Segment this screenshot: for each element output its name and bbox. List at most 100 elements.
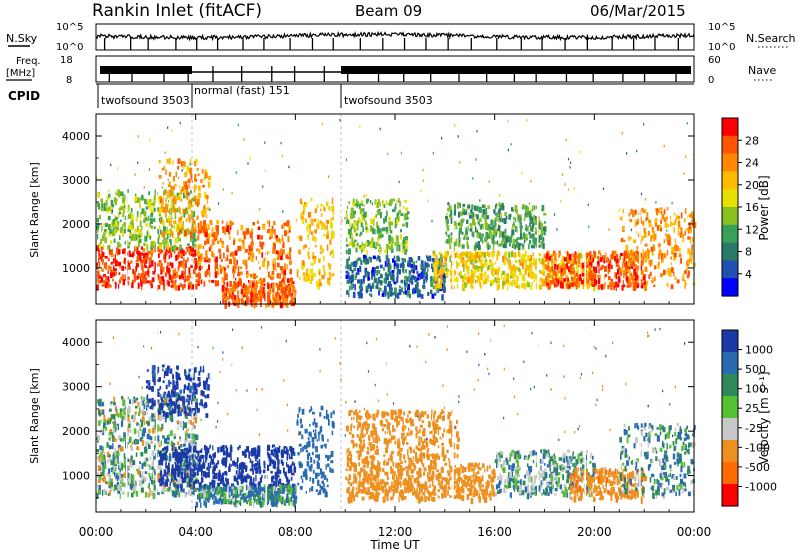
range-cell xyxy=(482,214,486,218)
range-cell xyxy=(207,223,209,230)
range-cell xyxy=(174,195,176,199)
range-cell xyxy=(245,264,248,270)
range-cell xyxy=(376,202,380,209)
range-cell xyxy=(239,280,242,286)
range-cell xyxy=(286,456,288,460)
range-cell xyxy=(531,282,533,285)
range-cell xyxy=(450,271,454,278)
range-cell xyxy=(437,275,441,279)
range-cell xyxy=(462,251,465,255)
range-cell xyxy=(667,224,670,227)
range-cell xyxy=(170,239,172,246)
range-cell xyxy=(187,407,190,411)
range-cell xyxy=(139,461,142,465)
range-cell xyxy=(281,238,284,242)
range-cell xyxy=(445,219,448,223)
range-cell xyxy=(372,241,376,248)
range-cell xyxy=(108,189,110,192)
range-cell xyxy=(98,249,100,256)
range-cell xyxy=(502,284,504,290)
range-cell xyxy=(691,259,693,265)
range-cell xyxy=(507,251,510,257)
range-cell xyxy=(621,237,623,242)
range-cell xyxy=(162,202,164,205)
range-cell xyxy=(383,287,387,292)
range-cell xyxy=(591,273,595,280)
range-cell xyxy=(118,212,120,219)
range-cell xyxy=(193,187,196,193)
range-cell xyxy=(529,263,533,268)
range-cell xyxy=(96,225,100,231)
range-cell xyxy=(286,278,290,283)
range-cell xyxy=(163,374,166,379)
range-cell xyxy=(126,479,129,483)
range-cell xyxy=(410,268,413,273)
range-cell xyxy=(242,451,246,456)
range-cell xyxy=(317,218,319,224)
range-cell xyxy=(191,177,193,181)
range-cell xyxy=(643,281,647,285)
range-cell xyxy=(192,211,196,217)
power-ylabel: Slant Range [km] xyxy=(28,162,41,258)
range-cell xyxy=(437,271,439,278)
range-cell xyxy=(587,203,589,206)
range-cell xyxy=(648,219,652,223)
range-cell xyxy=(143,210,147,217)
range-cell xyxy=(530,209,532,214)
range-cell xyxy=(378,246,381,249)
range-cell xyxy=(612,255,615,259)
range-cell xyxy=(114,459,118,465)
range-cell xyxy=(197,407,200,413)
range-cell xyxy=(165,211,167,218)
range-cell xyxy=(198,185,201,192)
range-cell xyxy=(256,296,259,302)
range-cell xyxy=(148,383,151,387)
range-cell xyxy=(115,408,119,412)
range-cell xyxy=(411,274,415,280)
range-cell xyxy=(604,274,607,277)
range-cell xyxy=(360,222,363,228)
range-cell xyxy=(545,275,547,282)
range-cell xyxy=(629,218,633,223)
range-cell xyxy=(427,268,429,272)
range-cell xyxy=(237,474,241,480)
range-cell xyxy=(197,450,200,458)
range-cell xyxy=(181,477,185,484)
range-cell xyxy=(242,244,245,250)
range-cell xyxy=(238,475,242,479)
range-cell xyxy=(204,240,207,246)
range-cell xyxy=(145,252,149,258)
range-cell xyxy=(345,213,348,219)
range-cell xyxy=(157,475,160,482)
range-cell xyxy=(112,464,115,470)
range-cell xyxy=(197,377,201,382)
range-cell xyxy=(166,159,170,164)
range-cell xyxy=(123,472,125,478)
range-cell xyxy=(508,281,512,286)
range-cell xyxy=(105,281,109,286)
range-cell xyxy=(506,257,508,263)
range-cell xyxy=(168,181,171,185)
range-cell xyxy=(160,197,163,204)
range-cell xyxy=(629,236,632,240)
range-cell xyxy=(152,377,155,383)
range-cell xyxy=(578,253,581,259)
range-cell xyxy=(403,214,407,221)
range-cell xyxy=(156,473,160,477)
range-cell xyxy=(203,381,205,387)
range-cell xyxy=(185,416,188,419)
range-cell xyxy=(211,227,214,234)
range-cell xyxy=(140,281,143,287)
range-cell xyxy=(377,237,379,244)
range-cell xyxy=(407,260,410,264)
range-cell xyxy=(355,247,358,253)
range-cell xyxy=(153,402,157,407)
range-cell xyxy=(241,285,244,291)
range-cell xyxy=(432,285,435,290)
range-cell xyxy=(689,252,692,259)
range-cell xyxy=(250,297,253,304)
range-cell xyxy=(251,282,255,288)
range-cell xyxy=(131,485,133,491)
range-cell xyxy=(145,217,148,221)
range-cell xyxy=(114,281,117,285)
